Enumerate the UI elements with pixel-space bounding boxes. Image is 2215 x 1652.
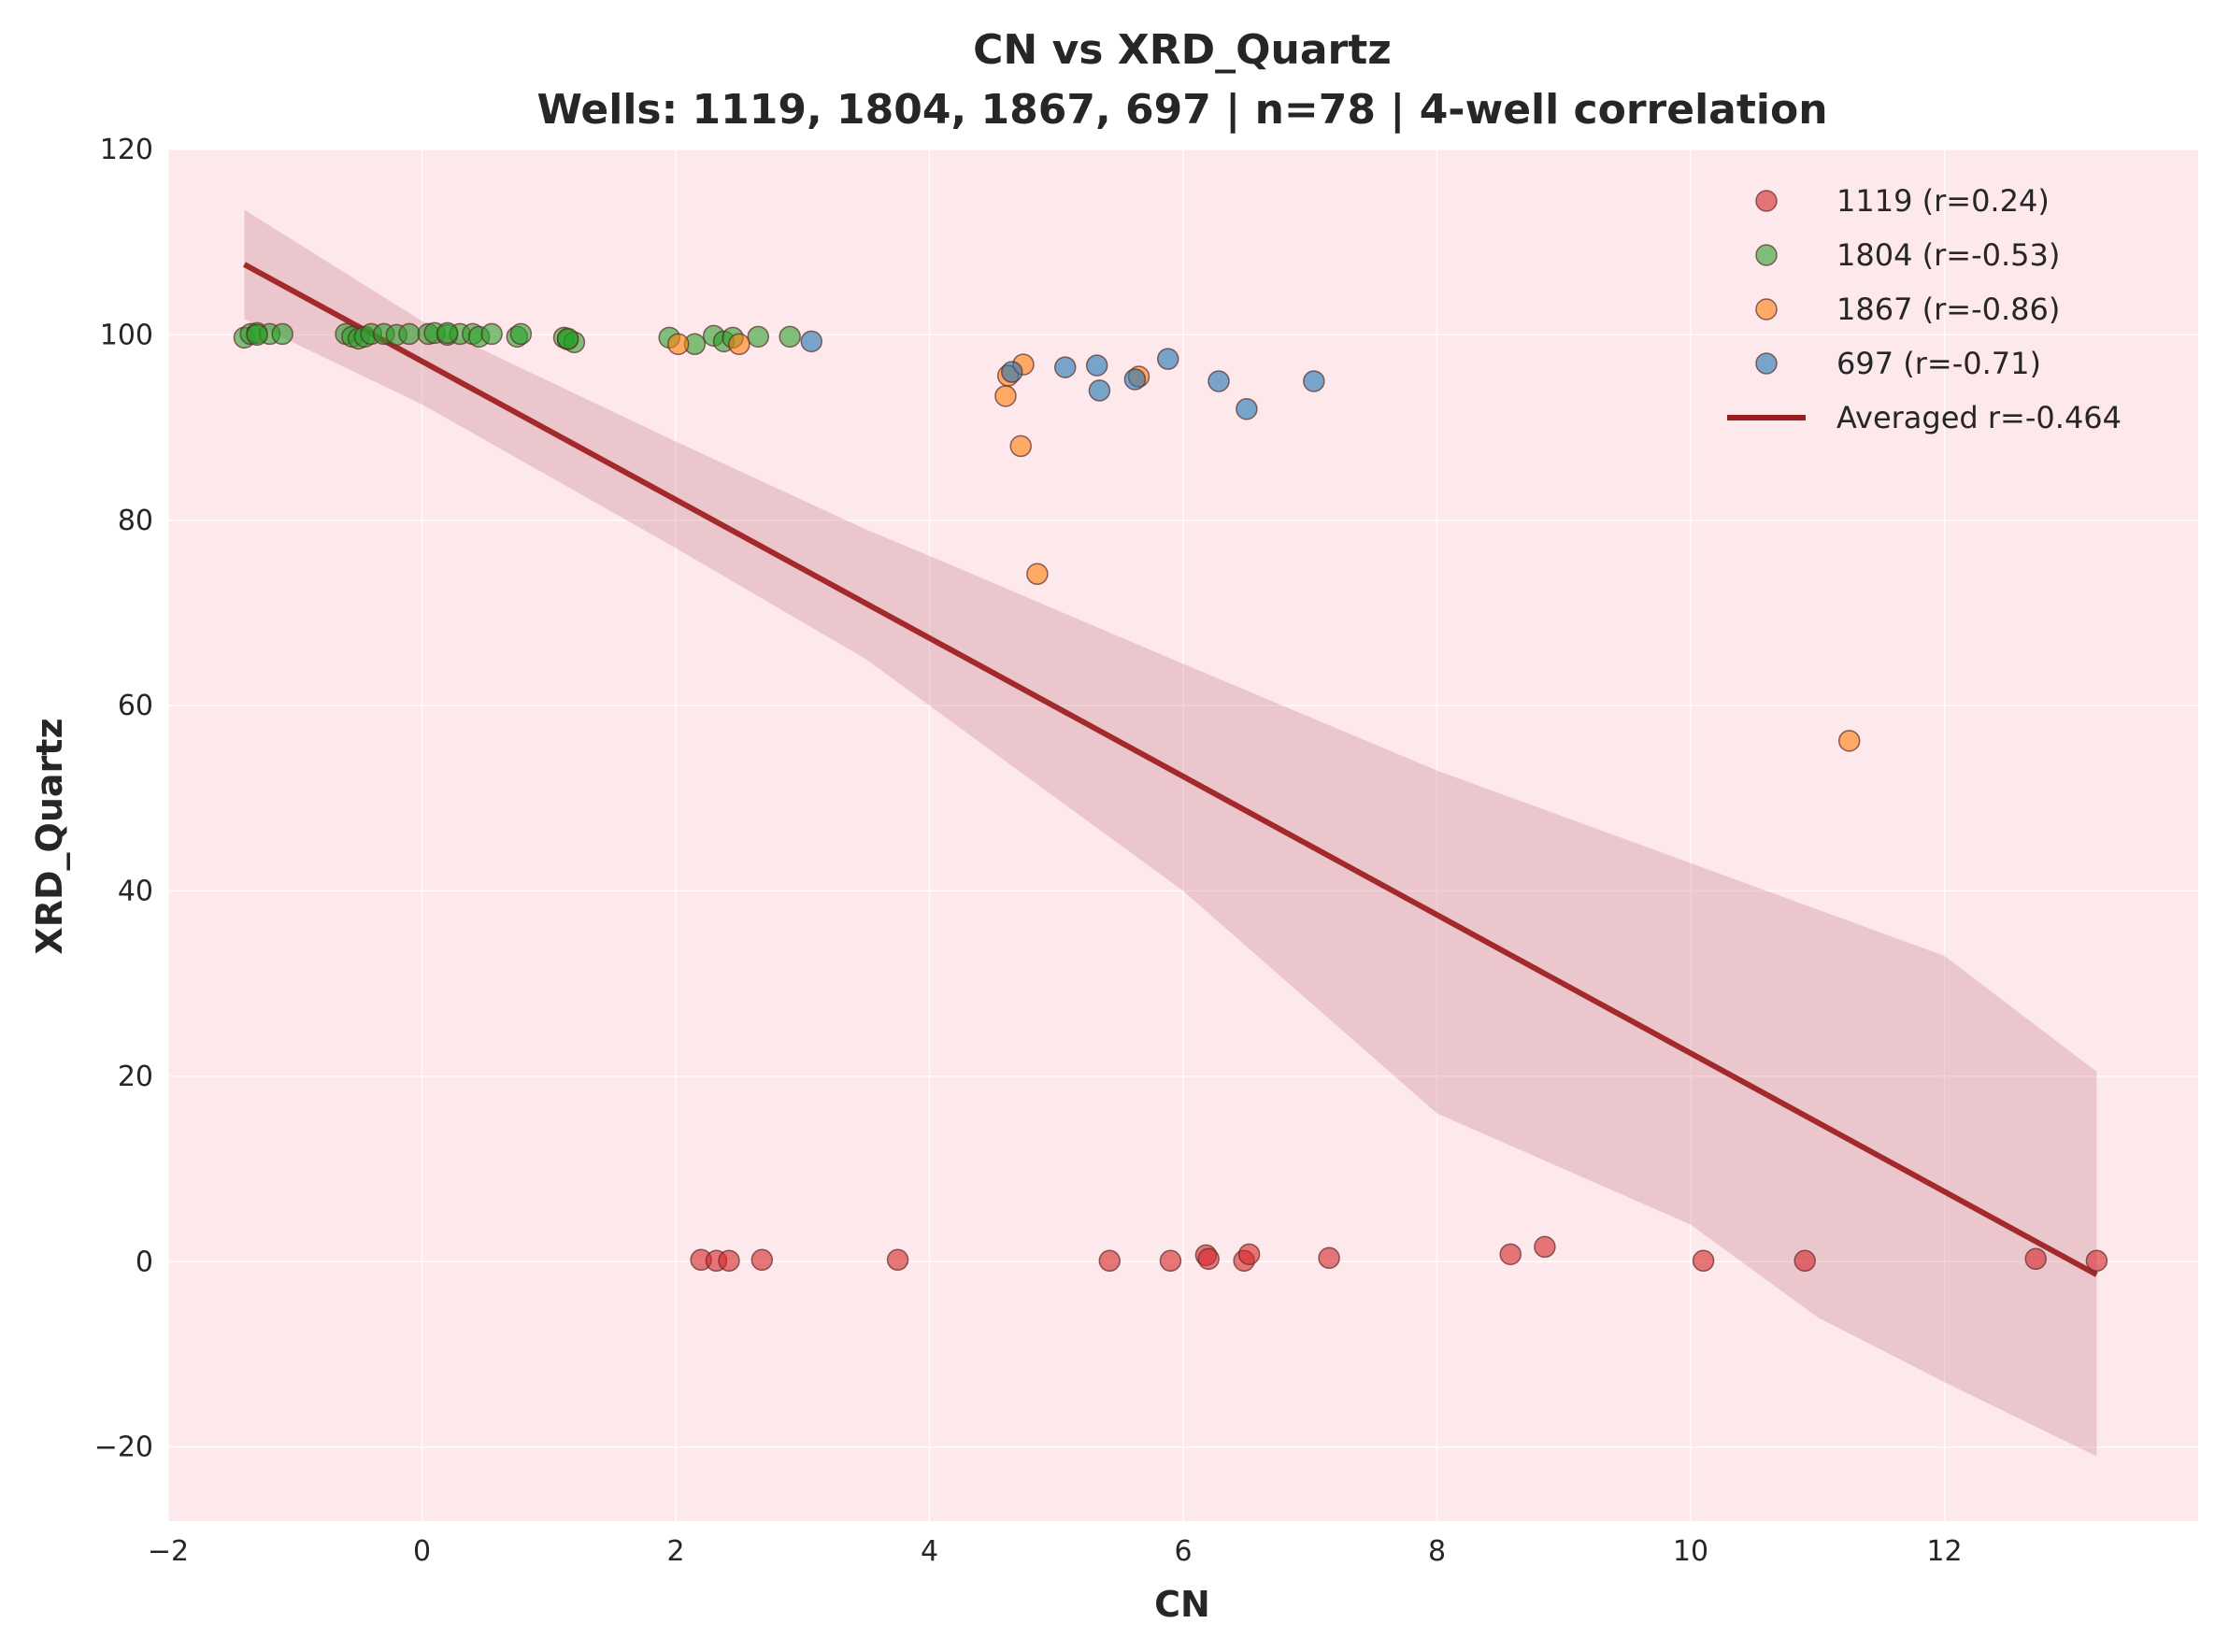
- data-point: [718, 1249, 740, 1273]
- data-point: [480, 322, 503, 346]
- data-point: [994, 385, 1017, 407]
- data-point: [1837, 730, 1861, 752]
- data-point: [747, 325, 769, 349]
- data-point: [271, 322, 293, 346]
- confidence-band: [244, 209, 2097, 1457]
- legend-label: 1119 (r=0.24): [1836, 183, 2050, 219]
- x-axis-title: CN: [1154, 1584, 1210, 1625]
- x-tick-label: 0: [413, 1535, 431, 1568]
- x-tick-label: 8: [1428, 1535, 1446, 1568]
- data-point: [1159, 1249, 1182, 1273]
- data-point: [436, 321, 459, 345]
- x-tick-label: 6: [1174, 1535, 1192, 1568]
- data-point: [779, 325, 801, 349]
- y-tick-label: 60: [118, 690, 153, 722]
- legend-marker: [1755, 244, 1778, 266]
- legend-marker: [1755, 190, 1778, 212]
- data-point: [1026, 563, 1049, 586]
- x-tick-label: 2: [666, 1535, 684, 1568]
- x-tick-label: 12: [1926, 1535, 1962, 1568]
- regression-line: [243, 262, 2098, 1277]
- y-tick-label: 100: [100, 319, 153, 351]
- data-point: [556, 327, 579, 350]
- legend-marker: [1755, 298, 1778, 320]
- data-point: [886, 1248, 909, 1272]
- data-point: [728, 333, 750, 356]
- data-point: [1000, 361, 1023, 383]
- data-point: [1793, 1249, 1816, 1273]
- chart-title: CN vs XRD_Quartz: [973, 26, 1392, 74]
- confidence-band-layer: [244, 209, 2097, 1457]
- points-layer: [233, 321, 2108, 1273]
- legend-label: 1867 (r=-0.86): [1836, 292, 2060, 327]
- data-point: [1009, 434, 1032, 458]
- y-tick-label: 80: [118, 505, 153, 537]
- data-point: [398, 322, 421, 346]
- data-point: [666, 333, 690, 356]
- data-point: [1237, 1243, 1261, 1266]
- data-point: [1534, 1235, 1556, 1259]
- data-point: [1692, 1249, 1715, 1273]
- grid: [167, 149, 2198, 1521]
- y-tick-label: 20: [118, 1061, 153, 1093]
- chart-subtitle: Wells: 1119, 1804, 1867, 697 | n=78 | 4-…: [536, 86, 1827, 134]
- data-point: [1318, 1246, 1340, 1270]
- data-point: [750, 1248, 774, 1272]
- data-point: [246, 323, 268, 347]
- data-point: [1156, 348, 1179, 370]
- legend: 1119 (r=0.24) 1804 (r=-0.53) 1867 (r=-0.86…: [1727, 183, 2122, 435]
- legend-label: Averaged r=-0.464: [1836, 400, 2122, 435]
- data-point: [1197, 1247, 1220, 1271]
- data-point: [800, 330, 823, 353]
- data-point: [1088, 379, 1111, 402]
- data-point: [1085, 354, 1108, 377]
- data-point: [1499, 1243, 1522, 1266]
- legend-label: 697 (r=-0.71): [1836, 346, 2041, 381]
- data-point: [1123, 368, 1147, 391]
- x-tick-label: 4: [921, 1535, 938, 1568]
- data-point: [1054, 356, 1077, 378]
- y-tick-label: 0: [136, 1246, 153, 1278]
- y-tick-label: 120: [100, 134, 153, 166]
- data-point: [2085, 1249, 2108, 1273]
- legend-label: 1804 (r=-0.53): [1836, 237, 2060, 273]
- x-tick-label: −2: [148, 1535, 189, 1568]
- y-tick-label: 40: [118, 876, 153, 908]
- data-point: [1303, 370, 1325, 392]
- data-point: [1208, 370, 1230, 392]
- data-point: [2024, 1247, 2047, 1271]
- data-point: [509, 322, 533, 346]
- x-tick-label: 10: [1673, 1535, 1708, 1568]
- y-axis-title: XRD_Quartz: [29, 718, 70, 954]
- data-point: [1098, 1249, 1122, 1273]
- data-point: [1236, 397, 1258, 420]
- fit-line-layer: [243, 262, 2098, 1277]
- y-tick-label: −20: [94, 1431, 153, 1464]
- legend-marker: [1755, 352, 1778, 375]
